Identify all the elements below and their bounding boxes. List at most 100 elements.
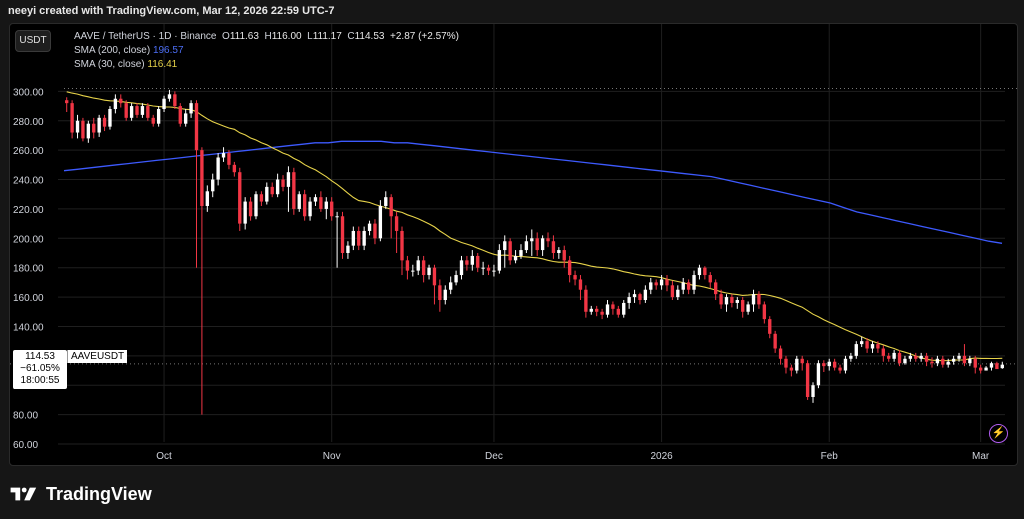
candle-body bbox=[75, 120, 80, 133]
candle-body bbox=[638, 294, 642, 301]
candle-body bbox=[751, 294, 756, 305]
candle-body bbox=[281, 179, 285, 187]
sma200-label: SMA (200, close) bbox=[74, 45, 151, 56]
x-tick-label: Mar bbox=[972, 451, 990, 462]
candle-body bbox=[816, 363, 821, 386]
candle-body bbox=[108, 109, 112, 127]
candle-body bbox=[924, 355, 929, 362]
price-chart[interactable]: 300.00 280.00 260.00 240.00 220.00 200.00 180.… bbox=[10, 24, 1017, 465]
candle-body bbox=[860, 341, 864, 345]
candle-body bbox=[800, 358, 804, 364]
candle-body bbox=[919, 355, 923, 359]
brand-name: TradingView bbox=[46, 483, 152, 504]
candle-body bbox=[357, 230, 361, 246]
candle-body bbox=[881, 348, 885, 356]
candle-body bbox=[670, 285, 675, 298]
candle-body bbox=[519, 250, 523, 256]
x-tick-label: Feb bbox=[821, 451, 839, 462]
candle-body bbox=[438, 285, 442, 301]
candle-body bbox=[567, 260, 572, 276]
candle-body bbox=[248, 201, 253, 217]
lightning-icon[interactable]: ⚡ bbox=[989, 424, 1008, 443]
candle-body bbox=[232, 164, 237, 173]
ohlc-high: 116.00 bbox=[271, 31, 302, 42]
candle-body bbox=[643, 289, 648, 301]
candle-body bbox=[335, 216, 339, 218]
candle-body bbox=[865, 341, 869, 349]
legend-sma200-row[interactable]: SMA (200, close) 196.57 bbox=[74, 44, 459, 58]
currency-button[interactable]: USDT bbox=[15, 30, 51, 52]
candle-body bbox=[443, 289, 447, 301]
y-tick-label: 180.00 bbox=[13, 264, 44, 275]
candle-body bbox=[757, 294, 761, 305]
candle-body bbox=[578, 279, 583, 290]
change-percent: −61.05% bbox=[20, 363, 60, 374]
candle-body bbox=[540, 238, 545, 251]
candle-body bbox=[411, 270, 415, 272]
candle-body bbox=[427, 267, 431, 276]
candle-body bbox=[405, 260, 410, 271]
candle-body bbox=[822, 363, 826, 367]
candle-body bbox=[524, 241, 529, 251]
candle-body bbox=[97, 117, 101, 133]
chart-panel[interactable]: 300.00 280.00 260.00 240.00 220.00 200.00 180.… bbox=[9, 23, 1018, 466]
candle-body bbox=[259, 194, 264, 202]
candle-body bbox=[340, 216, 345, 253]
legend-sma30-row[interactable]: SMA (30, close) 116.41 bbox=[74, 58, 459, 72]
candle-body bbox=[838, 367, 842, 371]
candle-body bbox=[681, 282, 685, 290]
candle-body bbox=[605, 304, 610, 315]
candle-body bbox=[659, 279, 664, 286]
candle-body bbox=[535, 238, 539, 251]
candle-body bbox=[676, 289, 680, 298]
candle-body bbox=[319, 197, 323, 209]
y-tick-label: 200.00 bbox=[13, 234, 44, 245]
ohlc-low-label: L bbox=[307, 31, 313, 42]
candle-body bbox=[773, 333, 777, 349]
candle-body bbox=[330, 201, 334, 217]
candle-body bbox=[184, 113, 188, 124]
candle-body bbox=[378, 205, 383, 239]
candle-body bbox=[308, 201, 312, 217]
candle-body bbox=[908, 355, 913, 359]
y-tick-label: 280.00 bbox=[13, 117, 44, 128]
last-price-tag: 114.53 −61.05% 18:00:55 bbox=[13, 350, 67, 389]
candle-body bbox=[573, 275, 577, 280]
sma30-label: SMA (30, close) bbox=[74, 59, 145, 70]
candle-body bbox=[135, 106, 139, 115]
candle-body bbox=[1000, 364, 1004, 369]
candle-body bbox=[665, 279, 669, 286]
candle-body bbox=[805, 363, 810, 397]
sma30-line bbox=[66, 91, 1003, 362]
candle-body bbox=[795, 358, 799, 371]
ohlc-open: 111.63 bbox=[229, 31, 259, 42]
candle-body bbox=[492, 270, 496, 272]
candle-body bbox=[724, 297, 729, 305]
y-tick-label: 220.00 bbox=[13, 205, 44, 216]
candle-body bbox=[205, 191, 209, 206]
candle-body bbox=[173, 94, 177, 107]
candle-body bbox=[238, 172, 242, 224]
y-tick-label: 60.00 bbox=[13, 440, 38, 451]
candle-body bbox=[989, 363, 994, 368]
candle-body bbox=[778, 348, 783, 359]
candle-body bbox=[373, 223, 377, 239]
candle-body bbox=[746, 304, 750, 312]
candle-body bbox=[486, 267, 491, 271]
candle-body bbox=[270, 186, 274, 195]
candle-body bbox=[200, 150, 204, 206]
candle-body bbox=[124, 103, 128, 118]
candle-body bbox=[448, 282, 453, 290]
candle-body bbox=[216, 157, 220, 180]
candle-body bbox=[459, 260, 464, 276]
candle-body bbox=[962, 355, 967, 364]
candle-body bbox=[622, 302, 626, 315]
candle-body bbox=[562, 250, 566, 261]
candle-body bbox=[275, 179, 280, 195]
candle-body bbox=[708, 275, 712, 283]
candle-body bbox=[362, 230, 366, 246]
candle-body bbox=[784, 358, 788, 368]
y-tick-label: 240.00 bbox=[13, 176, 44, 187]
ohlc-open-label: O bbox=[222, 31, 230, 42]
ohlc-high-label: H bbox=[264, 31, 272, 42]
